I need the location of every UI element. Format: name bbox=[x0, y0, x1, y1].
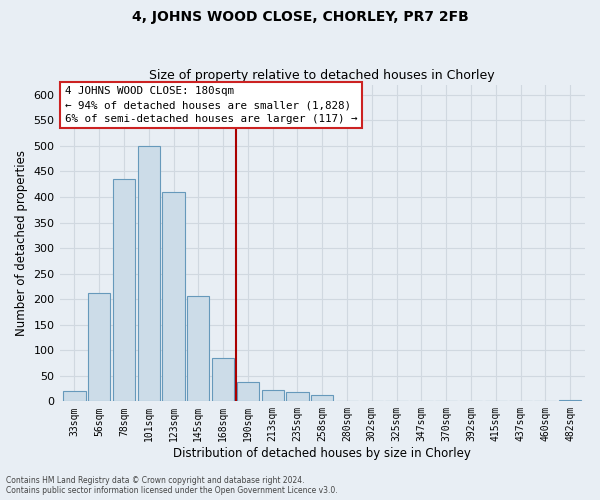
Bar bbox=[137, 146, 160, 402]
Bar bbox=[286, 392, 308, 402]
X-axis label: Distribution of detached houses by size in Chorley: Distribution of detached houses by size … bbox=[173, 447, 471, 460]
Bar bbox=[187, 296, 209, 402]
Bar bbox=[163, 192, 185, 402]
Bar bbox=[113, 179, 135, 402]
Text: 4 JOHNS WOOD CLOSE: 180sqm
← 94% of detached houses are smaller (1,828)
6% of se: 4 JOHNS WOOD CLOSE: 180sqm ← 94% of deta… bbox=[65, 86, 357, 124]
Bar bbox=[212, 358, 234, 402]
Bar bbox=[262, 390, 284, 402]
Bar bbox=[88, 293, 110, 402]
Bar bbox=[559, 400, 581, 402]
Bar bbox=[237, 382, 259, 402]
Bar bbox=[63, 391, 86, 402]
Text: Contains HM Land Registry data © Crown copyright and database right 2024.
Contai: Contains HM Land Registry data © Crown c… bbox=[6, 476, 338, 495]
Bar bbox=[311, 395, 334, 402]
Title: Size of property relative to detached houses in Chorley: Size of property relative to detached ho… bbox=[149, 69, 495, 82]
Y-axis label: Number of detached properties: Number of detached properties bbox=[15, 150, 28, 336]
Text: 4, JOHNS WOOD CLOSE, CHORLEY, PR7 2FB: 4, JOHNS WOOD CLOSE, CHORLEY, PR7 2FB bbox=[131, 10, 469, 24]
